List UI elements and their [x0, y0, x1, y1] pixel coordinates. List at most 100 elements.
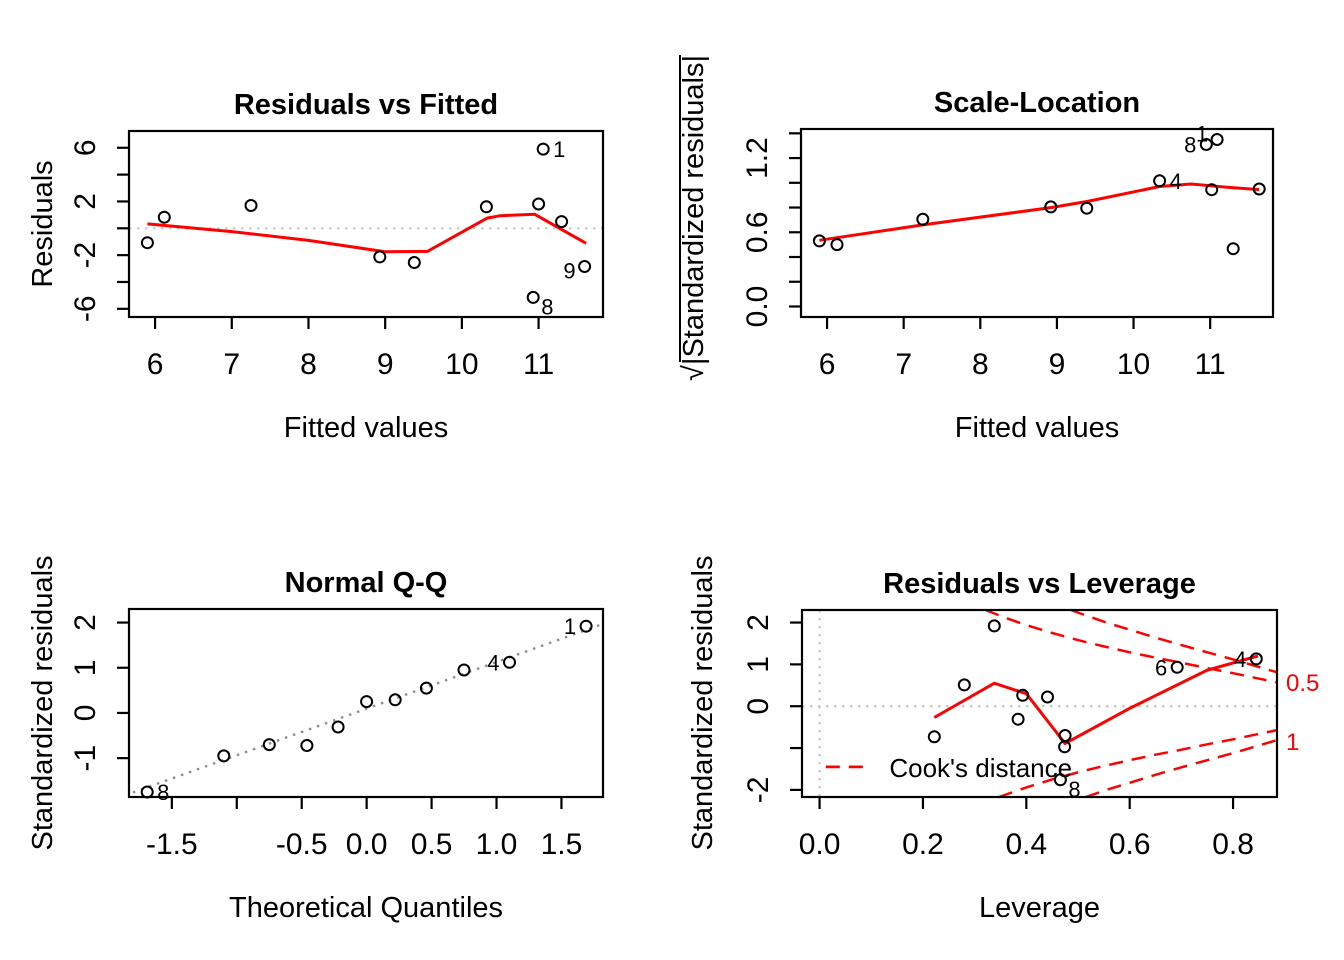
point-id-label: 4: [487, 650, 499, 675]
y-axis-tick-label: -6: [69, 295, 102, 322]
data-point: [140, 236, 154, 250]
data-point: [373, 250, 387, 264]
y-axis-tick-label: 2: [69, 193, 102, 210]
point-id-label: 8: [1068, 777, 1080, 802]
x-axis-tick-label: 6: [819, 348, 836, 381]
data-point: [1199, 138, 1213, 151]
x-axis-tick-label: -0.5: [276, 828, 328, 861]
x-axis-tick-label: 7: [223, 348, 240, 381]
data-point: [217, 749, 231, 763]
y-axis-tick-label: 2: [69, 614, 102, 631]
y-axis-tick-label: 0.0: [741, 286, 774, 328]
panel-title: Residuals vs Fitted: [234, 89, 498, 121]
data-point: [830, 238, 844, 252]
data-point: [388, 693, 402, 707]
x-axis-tick-label: 0.6: [1109, 828, 1151, 861]
data-point: [1080, 201, 1094, 215]
x-axis-tick-label: 1.5: [541, 828, 583, 861]
y-axis-tick-label: 6: [69, 139, 102, 156]
cooks-distance-contour: [1085, 738, 1278, 799]
y-axis-tick-label: -2: [69, 242, 102, 269]
x-axis-tick-label: 1.0: [476, 828, 518, 861]
x-axis-tick-label: 10: [1117, 348, 1150, 381]
plot-frame: [127, 129, 605, 319]
data-point: [1044, 200, 1058, 214]
data-point: [1252, 182, 1266, 196]
data-point: [1153, 174, 1167, 188]
y-axis-tick-label: 2: [742, 614, 775, 631]
point-id-label: 9: [563, 259, 575, 284]
data-point: [1210, 133, 1224, 146]
data-point: [1016, 688, 1030, 702]
data-point: [300, 739, 314, 752]
data-point: [331, 720, 345, 734]
y-axis-tick-label: 0: [69, 705, 102, 722]
cooks-level-label: 1: [1286, 729, 1299, 756]
data-point: [419, 681, 433, 695]
cooks-distance-contour: [998, 728, 1278, 799]
x-axis-label: Theoretical Quantiles: [229, 892, 503, 924]
data-point: [479, 200, 493, 214]
x-axis-label: Fitted values: [955, 412, 1119, 444]
y-axis-tick-label: -2: [742, 777, 775, 804]
data-point: [262, 738, 276, 752]
x-axis-tick-label: 9: [1049, 348, 1066, 381]
x-axis-tick-label: 0.0: [346, 828, 388, 861]
x-axis-tick-label: 0.4: [1005, 828, 1047, 861]
data-point: [579, 619, 593, 633]
plot-frame: [800, 608, 1279, 799]
data-point: [555, 215, 569, 229]
loess-smooth-line: [933, 654, 1259, 746]
y-axis-tick-label: 1: [742, 656, 775, 673]
x-axis-tick-label: 9: [377, 348, 394, 381]
point-id-label: 8: [1184, 132, 1196, 157]
data-point: [1011, 712, 1025, 726]
x-axis-tick-label: 0.8: [1212, 828, 1254, 861]
data-point: [927, 730, 941, 744]
cooks-distance-contour: [1070, 608, 1278, 674]
data-point: [957, 678, 971, 692]
y-axis-tick-label: -1: [69, 745, 102, 772]
panel-normal-qq: -1.5 -0.5 0.0 0.5 1.0 1.5 -1 0 1 2 Normal Q-Q Theor…: [27, 555, 605, 924]
y-axis-tick-label: 0: [742, 698, 775, 715]
x-axis-tick-label: 8: [300, 348, 317, 381]
data-point: [457, 663, 471, 677]
data-point: [532, 197, 546, 211]
data-point: [526, 290, 540, 304]
loess-smooth-line: [147, 212, 587, 254]
loess-smooth-line: [819, 182, 1260, 242]
x-axis-tick-label: 7: [895, 348, 912, 381]
x-axis-label: Fitted values: [284, 412, 448, 444]
point-id-label: 1: [1196, 122, 1208, 147]
x-axis-tick-label: 6: [147, 348, 164, 381]
y-axis-tick-label: 1: [69, 659, 102, 676]
data-point: [1058, 740, 1072, 754]
cooks-level-label: 0.5: [1286, 670, 1319, 697]
x-axis-tick-label: 8: [972, 348, 989, 381]
panel-title: Normal Q-Q: [285, 567, 448, 599]
point-id-label: 8: [157, 780, 169, 805]
data-point: [157, 210, 171, 224]
x-axis-tick-label: -1.5: [146, 828, 198, 861]
data-point: [1226, 242, 1240, 256]
point-id-label: 1: [553, 137, 565, 162]
panel-title: Scale-Location: [934, 87, 1140, 119]
y-axis-label: Residuals: [27, 160, 59, 287]
x-axis-tick-label: 11: [523, 348, 554, 381]
data-point: [1058, 729, 1072, 742]
x-axis-tick-label: 0.5: [411, 828, 453, 861]
panel-residuals-vs-leverage: 0.0 0.2 0.4 0.6 0.8 -2 0 1 2 Residuals vs Leverag…: [687, 555, 1319, 924]
data-point: [1041, 690, 1054, 704]
point-id-label: 1: [564, 614, 576, 639]
data-point: [1053, 773, 1067, 787]
y-axis-label: Standardized residuals: [27, 555, 59, 850]
data-point: [503, 655, 516, 669]
x-axis-tick-label: 0.0: [799, 828, 841, 861]
data-point: [244, 199, 258, 212]
point-id-label: 4: [1234, 647, 1246, 672]
y-axis-label: √|Standardized residuals|: [678, 55, 710, 381]
data-point: [987, 619, 1001, 633]
panel-scale-location: 6 7 8 9 10 11 0.0 0.6 1.2 Scale-Location Fitted va…: [678, 55, 1275, 444]
